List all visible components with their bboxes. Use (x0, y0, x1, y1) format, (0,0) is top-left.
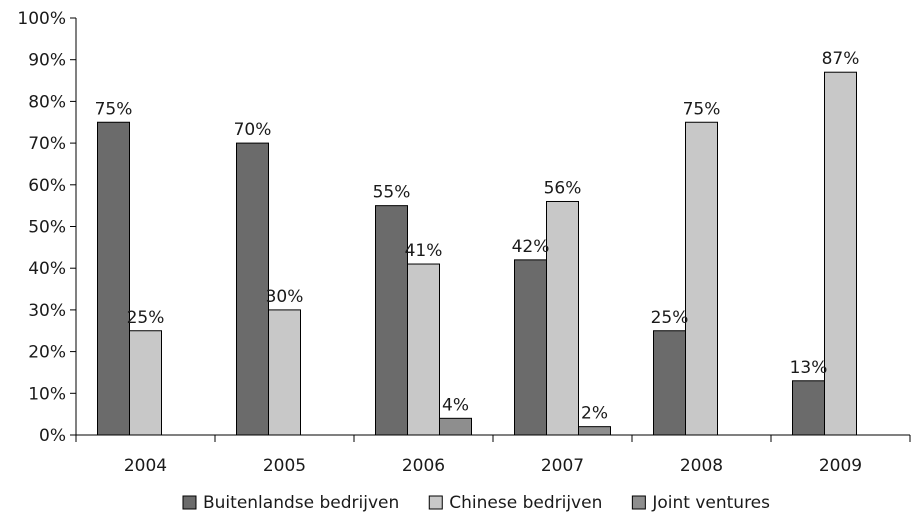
x-tick-label: 2005 (263, 456, 306, 476)
data-label: 13% (790, 358, 828, 378)
data-label: 75% (683, 99, 721, 119)
legend-swatch (428, 495, 443, 510)
legend-item: Chinese bedrijven (428, 493, 602, 513)
bar (792, 380, 825, 436)
y-tick-label: 50% (28, 218, 66, 238)
legend: Buitenlandse bedrijven Chinese bedrijven J… (182, 493, 770, 513)
bar (514, 259, 547, 436)
data-label: 30% (266, 287, 304, 307)
x-tick-label: 2007 (541, 456, 584, 476)
y-tick-label: 70% (28, 134, 66, 154)
data-label: 70% (234, 120, 272, 140)
y-tick-label: 90% (28, 51, 66, 71)
y-tick-label: 0% (39, 426, 66, 446)
data-label: 87% (822, 49, 860, 69)
data-label: 42% (512, 237, 550, 257)
data-label: 25% (651, 308, 689, 328)
legend-label: Joint ventures (651, 493, 770, 513)
x-tick-label: 2006 (402, 456, 445, 476)
bar (268, 309, 301, 436)
legend-label: Buitenlandse bedrijven (203, 493, 399, 513)
legend-swatch (631, 495, 646, 510)
y-tick-label: 40% (28, 259, 66, 279)
data-label: 56% (544, 178, 582, 198)
bars (97, 71, 857, 436)
bar (439, 417, 472, 436)
bar (685, 121, 718, 436)
bar (578, 426, 611, 436)
bar (236, 142, 269, 436)
data-label: 75% (95, 99, 133, 119)
y-tick-label: 100% (17, 9, 66, 29)
bar (546, 200, 579, 436)
bar (653, 330, 686, 436)
y-tick-label: 80% (28, 92, 66, 112)
legend-item: Joint ventures (631, 493, 770, 513)
data-label: 4% (442, 395, 469, 415)
y-tick-label: 30% (28, 301, 66, 321)
x-tick-label: 2004 (124, 456, 167, 476)
data-labels: 75% 25% 70% 30% 55% 41% 4% 42% 56% 2% 25% 75% 13% 87% (95, 49, 860, 423)
data-label: 55% (373, 183, 411, 203)
data-label: 25% (127, 308, 165, 328)
y-tick-label: 20% (28, 343, 66, 363)
bar (407, 263, 440, 436)
legend-swatch (182, 495, 197, 510)
legend-item: Buitenlandse bedrijven (182, 493, 399, 513)
data-label: 41% (405, 241, 443, 261)
legend-label: Chinese bedrijven (449, 493, 602, 513)
x-tick-label: 2008 (680, 456, 723, 476)
x-tick-label: 2009 (819, 456, 862, 476)
y-tick-label: 60% (28, 176, 66, 196)
bar (824, 71, 857, 436)
y-tick-label: 10% (28, 384, 66, 404)
data-label: 2% (581, 404, 608, 424)
bar (129, 330, 162, 436)
bar (97, 121, 130, 436)
y-axis: 0% 10% 20% 30% 40% 50% 60% 70% 80% 90% 100% (17, 9, 77, 446)
bar (375, 205, 408, 436)
x-axis: 2004 2005 2006 2007 2008 2009 (75, 434, 911, 476)
